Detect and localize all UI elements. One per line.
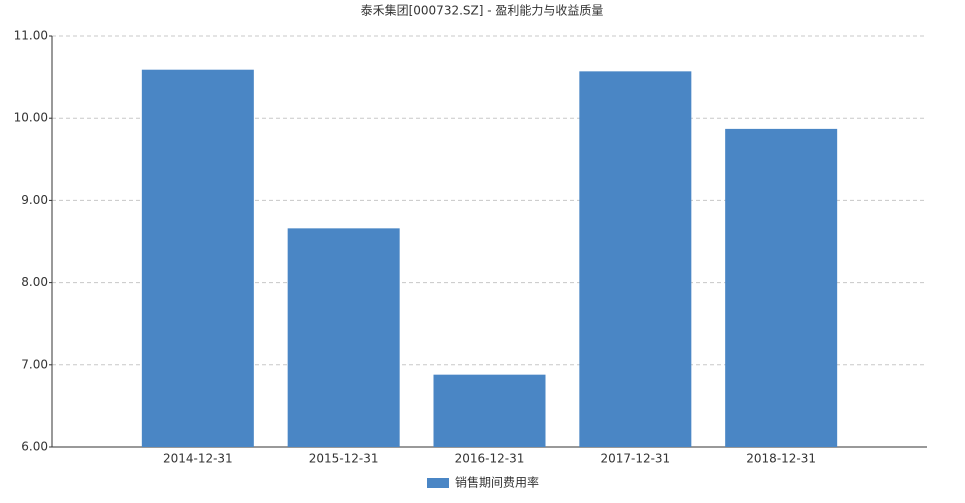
y-tick-label: 7.00 bbox=[21, 357, 48, 371]
y-tick-label: 11.00 bbox=[14, 29, 48, 43]
x-tick-label: 2015-12-31 bbox=[309, 452, 379, 466]
bar bbox=[141, 69, 254, 448]
x-tick-label: 2017-12-31 bbox=[600, 452, 670, 466]
chart-title: 泰禾集团[000732.SZ] - 盈利能力与收益质量 bbox=[361, 3, 604, 18]
bar bbox=[287, 228, 400, 447]
x-tick-label: 2014-12-31 bbox=[163, 452, 233, 466]
bar bbox=[433, 374, 546, 447]
y-tick-label: 8.00 bbox=[21, 275, 48, 289]
y-tick-label: 9.00 bbox=[21, 193, 48, 207]
y-tick-label: 10.00 bbox=[14, 111, 48, 125]
x-tick-label: 2016-12-31 bbox=[455, 452, 525, 466]
bar bbox=[579, 71, 692, 447]
legend-swatch bbox=[427, 478, 449, 488]
x-tick-label: 2018-12-31 bbox=[746, 452, 816, 466]
legend-label: 销售期间费用率 bbox=[455, 475, 539, 490]
y-tick-label: 6.00 bbox=[21, 440, 48, 454]
bar bbox=[725, 128, 838, 448]
